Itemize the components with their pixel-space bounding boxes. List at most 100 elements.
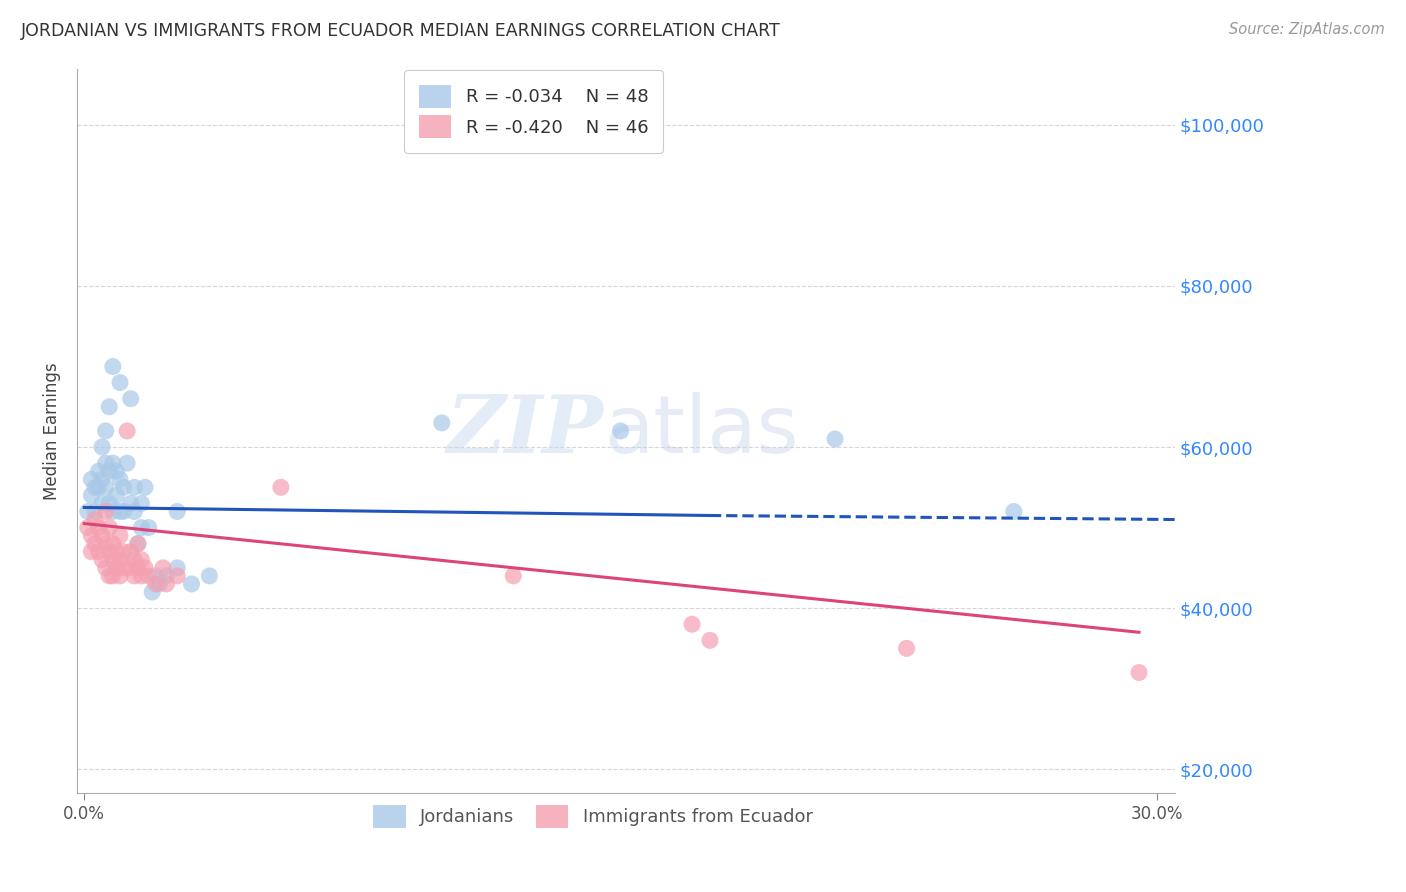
Point	[108, 376, 131, 390]
Point	[80, 528, 103, 542]
Point	[270, 480, 292, 494]
Point	[138, 569, 160, 583]
Point	[87, 520, 110, 534]
Point	[80, 488, 103, 502]
Point	[120, 545, 142, 559]
Point	[108, 528, 131, 542]
Point	[76, 520, 98, 534]
Point	[166, 569, 188, 583]
Point	[120, 392, 142, 406]
Point	[131, 553, 153, 567]
Point	[76, 504, 98, 518]
Point	[681, 617, 703, 632]
Point	[91, 496, 114, 510]
Point	[101, 359, 124, 374]
Point	[91, 440, 114, 454]
Text: ZIP: ZIP	[447, 392, 605, 470]
Legend: Jordanians, Immigrants from Ecuador: Jordanians, Immigrants from Ecuador	[366, 797, 820, 835]
Point	[141, 585, 163, 599]
Point	[80, 472, 103, 486]
Point	[98, 464, 121, 478]
Point	[148, 577, 170, 591]
Point	[131, 569, 153, 583]
Point	[115, 424, 138, 438]
Point	[84, 537, 107, 551]
Point	[98, 400, 121, 414]
Point	[91, 553, 114, 567]
Point	[101, 537, 124, 551]
Point	[87, 545, 110, 559]
Point	[180, 577, 202, 591]
Point	[896, 641, 918, 656]
Point	[155, 569, 177, 583]
Point	[112, 561, 135, 575]
Point	[91, 528, 114, 542]
Point	[824, 432, 846, 446]
Point	[145, 569, 167, 583]
Point	[105, 464, 128, 478]
Point	[131, 496, 153, 510]
Point	[138, 520, 160, 534]
Point	[131, 520, 153, 534]
Point	[1002, 504, 1025, 518]
Point	[94, 456, 117, 470]
Point	[105, 561, 128, 575]
Point	[94, 504, 117, 518]
Point	[101, 504, 124, 518]
Point	[108, 553, 131, 567]
Point	[84, 480, 107, 494]
Point	[127, 537, 149, 551]
Point	[609, 424, 631, 438]
Point	[98, 569, 121, 583]
Point	[98, 520, 121, 534]
Point	[124, 480, 146, 494]
Point	[112, 480, 135, 494]
Point	[108, 504, 131, 518]
Point	[120, 561, 142, 575]
Point	[145, 577, 167, 591]
Point	[155, 577, 177, 591]
Point	[94, 424, 117, 438]
Text: atlas: atlas	[605, 392, 799, 470]
Point	[198, 569, 221, 583]
Point	[112, 545, 135, 559]
Point	[80, 545, 103, 559]
Point	[94, 537, 117, 551]
Point	[94, 480, 117, 494]
Point	[115, 456, 138, 470]
Text: Source: ZipAtlas.com: Source: ZipAtlas.com	[1229, 22, 1385, 37]
Point	[134, 561, 156, 575]
Text: JORDANIAN VS IMMIGRANTS FROM ECUADOR MEDIAN EARNINGS CORRELATION CHART: JORDANIAN VS IMMIGRANTS FROM ECUADOR MED…	[21, 22, 780, 40]
Point	[699, 633, 721, 648]
Point	[134, 480, 156, 494]
Point	[127, 561, 149, 575]
Point	[124, 569, 146, 583]
Point	[120, 496, 142, 510]
Point	[502, 569, 524, 583]
Point	[127, 537, 149, 551]
Point	[152, 561, 174, 575]
Point	[101, 553, 124, 567]
Point	[84, 512, 107, 526]
Point	[101, 569, 124, 583]
Point	[105, 545, 128, 559]
Point	[98, 496, 121, 510]
Point	[101, 456, 124, 470]
Point	[87, 480, 110, 494]
Point	[91, 472, 114, 486]
Point	[105, 488, 128, 502]
Point	[430, 416, 453, 430]
Point	[84, 504, 107, 518]
Point	[108, 569, 131, 583]
Point	[94, 561, 117, 575]
Point	[98, 545, 121, 559]
Point	[124, 553, 146, 567]
Point	[108, 472, 131, 486]
Point	[166, 561, 188, 575]
Y-axis label: Median Earnings: Median Earnings	[44, 362, 60, 500]
Point	[112, 504, 135, 518]
Point	[124, 504, 146, 518]
Point	[87, 464, 110, 478]
Point	[1128, 665, 1150, 680]
Point	[166, 504, 188, 518]
